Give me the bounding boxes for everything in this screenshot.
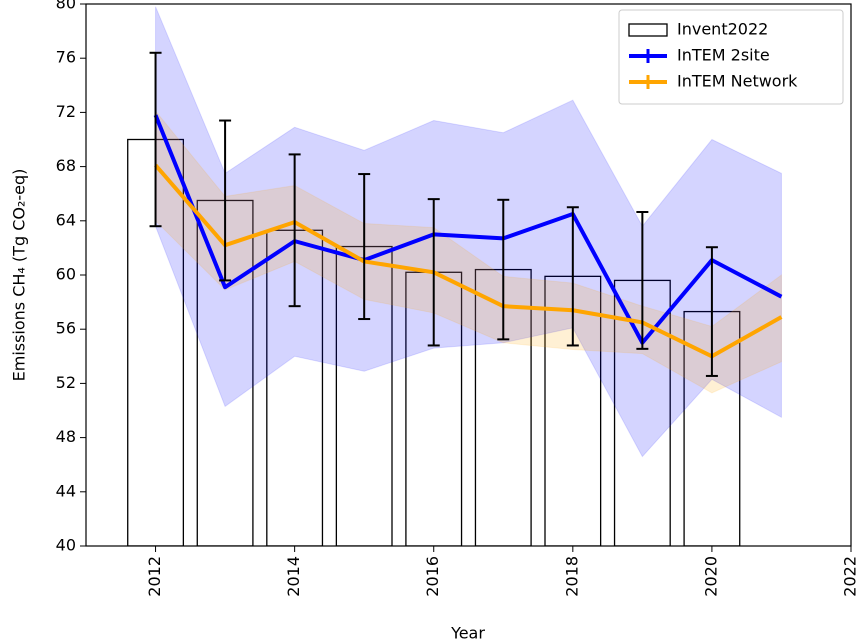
error-bar xyxy=(497,198,510,341)
y-tick-label: 52 xyxy=(56,373,76,392)
error-bar xyxy=(636,210,649,350)
error-bar xyxy=(427,198,440,347)
error-bar xyxy=(219,119,232,282)
x-tick-label: 2016 xyxy=(423,556,442,597)
y-tick-label: 80 xyxy=(56,0,76,13)
x-tick-label: 2022 xyxy=(841,556,860,597)
error-bar xyxy=(288,153,301,308)
y-tick-label: 48 xyxy=(56,427,76,446)
error-bar xyxy=(358,173,371,321)
y-tick-label: 72 xyxy=(56,102,76,121)
plot-area xyxy=(127,6,783,546)
error-bar xyxy=(149,51,162,228)
error-bar xyxy=(705,246,718,377)
y-tick-label: 60 xyxy=(56,265,76,284)
y-tick-label: 56 xyxy=(56,319,76,338)
x-tick-label: 2014 xyxy=(284,556,303,597)
line xyxy=(154,163,783,359)
x-tick-label: 2020 xyxy=(701,556,720,597)
x-axis-label: Year xyxy=(450,624,485,643)
uncertainty-band xyxy=(155,109,782,394)
legend-label: Invent2022 xyxy=(677,20,768,39)
y-tick-label: 44 xyxy=(56,481,76,500)
legend-label: InTEM Network xyxy=(677,72,798,91)
legend-swatch xyxy=(628,23,668,37)
y-tick-label: 40 xyxy=(56,536,76,555)
y-tick-label: 64 xyxy=(56,210,76,229)
y-tick-label: 76 xyxy=(56,48,76,67)
legend-label: InTEM 2site xyxy=(677,46,770,65)
y-axis-label: Emissions CH₄ (Tg CO₂-eq) xyxy=(10,169,29,382)
x-tick-label: 2012 xyxy=(145,556,164,597)
legend-box xyxy=(618,9,844,105)
uncertainty-band xyxy=(155,6,782,458)
error-bar xyxy=(566,206,579,347)
x-tick-label: 2018 xyxy=(562,556,581,597)
y-tick-label: 68 xyxy=(56,156,76,175)
line xyxy=(153,114,783,345)
